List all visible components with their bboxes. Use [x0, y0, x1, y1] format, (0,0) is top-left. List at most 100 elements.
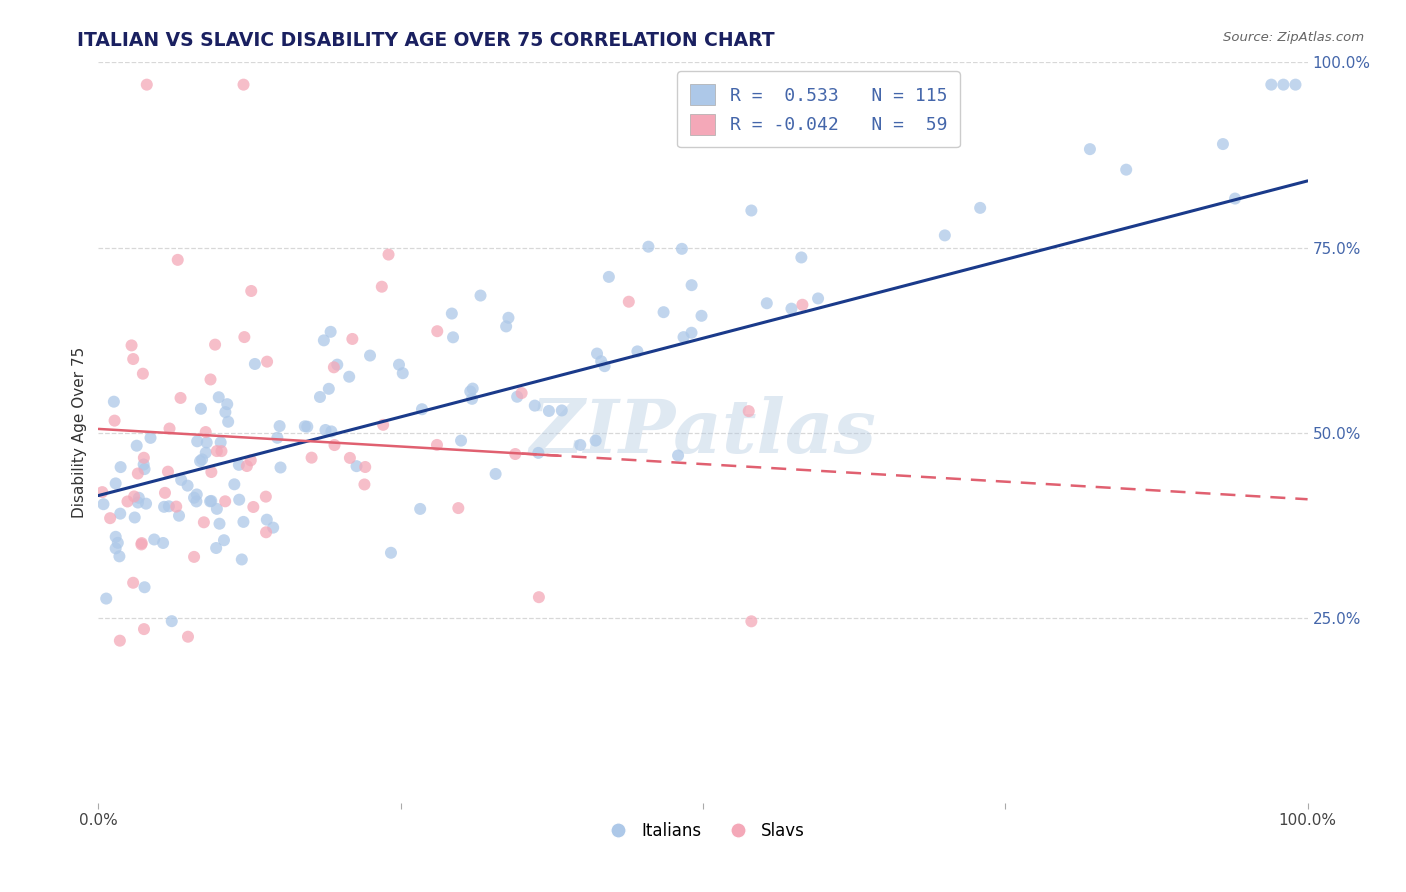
- Point: [194, 446, 217, 460]
- Point: [318, 382, 340, 396]
- Point: [671, 242, 693, 256]
- Point: [426, 324, 449, 338]
- Point: [626, 344, 648, 359]
- Point: [301, 450, 323, 465]
- Point: [523, 399, 546, 413]
- Legend: Italians, Slavs: Italians, Slavs: [595, 815, 811, 847]
- Point: [391, 366, 413, 380]
- Point: [200, 494, 222, 508]
- Point: [388, 358, 411, 372]
- Point: [214, 494, 236, 508]
- Point: [312, 334, 335, 348]
- Point: [740, 615, 762, 629]
- Point: [461, 392, 484, 406]
- Point: [128, 491, 150, 505]
- Point: [666, 449, 689, 463]
- Point: [242, 500, 264, 514]
- Point: [1115, 162, 1137, 177]
- Point: [159, 421, 181, 435]
- Point: [231, 552, 253, 566]
- Point: [205, 444, 228, 458]
- Point: [209, 435, 232, 450]
- Point: [132, 458, 155, 472]
- Point: [134, 462, 156, 476]
- Point: [495, 319, 517, 334]
- Point: [569, 438, 592, 452]
- Point: [371, 417, 394, 432]
- Point: [498, 310, 520, 325]
- Point: [323, 438, 346, 452]
- Point: [134, 580, 156, 594]
- Point: [132, 367, 155, 381]
- Point: [314, 423, 336, 437]
- Point: [121, 338, 143, 352]
- Point: [934, 228, 956, 243]
- Point: [157, 500, 180, 514]
- Point: [461, 382, 484, 396]
- Point: [551, 403, 574, 417]
- Point: [135, 78, 157, 92]
- Point: [236, 458, 259, 473]
- Point: [165, 500, 187, 514]
- Point: [598, 269, 620, 284]
- Point: [176, 478, 198, 492]
- Point: [637, 240, 659, 254]
- Point: [342, 332, 364, 346]
- Point: [228, 492, 250, 507]
- Point: [217, 415, 239, 429]
- Point: [208, 516, 231, 531]
- Point: [186, 487, 208, 501]
- Point: [108, 633, 131, 648]
- Point: [200, 372, 222, 386]
- Point: [205, 501, 228, 516]
- Point: [321, 425, 343, 439]
- Point: [441, 330, 464, 344]
- Point: [738, 404, 761, 418]
- Point: [690, 309, 713, 323]
- Point: [440, 307, 463, 321]
- Point: [240, 284, 263, 298]
- Point: [127, 467, 149, 481]
- Point: [177, 630, 200, 644]
- Point: [193, 516, 215, 530]
- Point: [194, 425, 217, 439]
- Point: [371, 279, 394, 293]
- Point: [191, 452, 214, 467]
- Point: [190, 401, 212, 416]
- Point: [198, 494, 221, 508]
- Point: [326, 358, 349, 372]
- Point: [132, 450, 155, 465]
- Point: [107, 536, 129, 550]
- Point: [790, 251, 813, 265]
- Point: [239, 453, 262, 467]
- Point: [256, 354, 278, 368]
- Point: [262, 520, 284, 534]
- Point: [224, 477, 246, 491]
- Point: [447, 501, 470, 516]
- Point: [125, 439, 148, 453]
- Point: [233, 330, 256, 344]
- Point: [740, 203, 762, 218]
- Point: [510, 386, 533, 401]
- Point: [353, 477, 375, 491]
- Point: [294, 419, 316, 434]
- Point: [167, 508, 190, 523]
- Point: [211, 444, 233, 458]
- Point: [135, 497, 157, 511]
- Point: [170, 473, 193, 487]
- Point: [319, 325, 342, 339]
- Text: Source: ZipAtlas.com: Source: ZipAtlas.com: [1223, 31, 1364, 45]
- Point: [103, 394, 125, 409]
- Point: [122, 575, 145, 590]
- Point: [270, 460, 292, 475]
- Text: ITALIAN VS SLAVIC DISABILITY AGE OVER 75 CORRELATION CHART: ITALIAN VS SLAVIC DISABILITY AGE OVER 75…: [77, 31, 775, 50]
- Point: [672, 330, 695, 344]
- Point: [585, 434, 607, 448]
- Point: [426, 438, 449, 452]
- Point: [681, 326, 703, 340]
- Point: [232, 78, 254, 92]
- Point: [186, 494, 208, 508]
- Point: [110, 507, 132, 521]
- Point: [228, 458, 250, 472]
- Y-axis label: Disability Age Over 75: Disability Age Over 75: [72, 347, 87, 518]
